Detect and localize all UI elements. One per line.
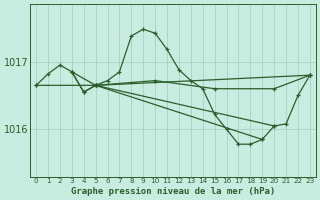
X-axis label: Graphe pression niveau de la mer (hPa): Graphe pression niveau de la mer (hPa)	[71, 187, 275, 196]
